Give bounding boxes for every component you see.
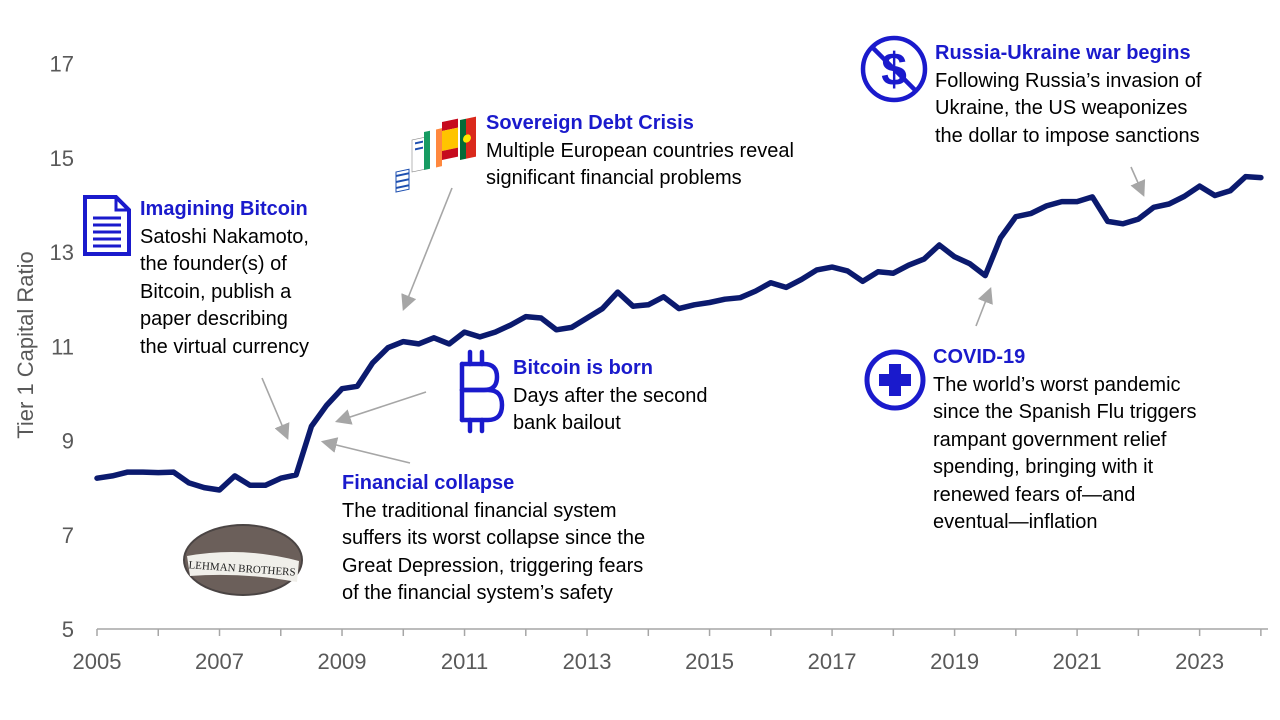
annotation-line: Days after the second <box>513 384 708 407</box>
medical-cross-icon <box>864 349 926 411</box>
x-tick-label: 2015 <box>685 649 734 674</box>
annotation-line: suffers its worst collapse since the <box>342 527 646 549</box>
annotation-arrows <box>261 166 1146 464</box>
annotation-line: bank bailout <box>513 412 621 434</box>
x-tick-label: 2021 <box>1053 649 1102 674</box>
arrow-financial-collapse <box>320 437 411 464</box>
y-tick-label: 17 <box>50 52 74 77</box>
annotation-line: Bitcoin, publish a <box>140 280 292 303</box>
annotation-imagining-bitcoin: Imagining Bitcoin Satoshi Nakamoto, the … <box>140 196 309 361</box>
annotation-title: Russia-Ukraine war begins <box>935 42 1191 64</box>
annotation-line: spending, bringing with it <box>933 456 1154 478</box>
y-tick-label: 7 <box>62 523 74 548</box>
annotation-title: Sovereign Debt Crisis <box>486 112 694 134</box>
annotation-line: Ukraine, the US weaponizes <box>935 97 1188 119</box>
european-flags-icon <box>395 116 476 193</box>
annotation-bitcoin-born: Bitcoin is born Days after the second ba… <box>513 355 708 438</box>
annotation-line: of the financial system’s safety <box>342 582 613 604</box>
y-tick-label: 9 <box>62 429 74 454</box>
annotation-financial-collapse: Financial collapse The traditional finan… <box>342 470 645 608</box>
annotation-title: COVID-19 <box>933 346 1026 368</box>
annotation-line: since the Spanish Flu triggers <box>933 401 1197 423</box>
lehman-brothers-photo: LEHMAN BROTHERS <box>183 524 303 596</box>
annotation-line: Multiple European countries reveal <box>486 139 794 162</box>
bitcoin-icon <box>459 349 505 434</box>
annotation-line: eventual—inflation <box>933 511 1098 533</box>
x-tick-label: 2019 <box>930 649 979 674</box>
annotation-line: Great Depression, triggering fears <box>342 554 644 577</box>
x-tick-label: 2023 <box>1175 649 1224 674</box>
y-tick-label: 15 <box>50 146 74 171</box>
y-axis-label: Tier 1 Capital Ratio <box>13 251 38 438</box>
arrow-covid <box>975 287 993 327</box>
y-tick-label: 11 <box>51 334 74 359</box>
series-line-tier1-capital-ratio <box>94 173 1264 493</box>
x-tick-label: 2005 <box>73 649 122 674</box>
annotation-line: paper describing <box>140 308 288 330</box>
x-tick-label: 2013 <box>563 649 612 674</box>
x-axis: 2005 2007 2009 2011 2013 2015 2017 2019 2021 2023 <box>73 628 1268 674</box>
annotation-line: The traditional financial system <box>342 499 617 522</box>
y-tick-label: 5 <box>62 617 74 642</box>
y-tick-label: 13 <box>50 240 74 265</box>
annotation-line: The world’s worst pandemic <box>933 373 1181 396</box>
document-icon <box>83 195 131 256</box>
annotation-line: Satoshi Nakamoto, <box>140 225 309 248</box>
annotation-line: rampant government relief <box>933 428 1167 451</box>
annotation-covid: COVID-19 The world’s worst pandemic sinc… <box>933 344 1196 537</box>
no-dollar-icon: $ <box>860 35 928 103</box>
annotation-sovereign-debt: Sovereign Debt Crisis Multiple European … <box>486 110 794 193</box>
annotation-line: renewed fears of—and <box>933 483 1136 506</box>
annotation-title: Bitcoin is born <box>513 357 653 379</box>
arrow-imagining-bitcoin <box>261 377 290 440</box>
x-tick-label: 2011 <box>441 649 488 674</box>
arrow-sovereign-debt <box>401 187 453 311</box>
annotation-line: Following Russia’s invasion of <box>935 69 1202 92</box>
annotation-line: the virtual currency <box>140 335 309 358</box>
annotation-title: Imagining Bitcoin <box>140 198 308 220</box>
annotation-line: the dollar to impose sanctions <box>935 124 1200 147</box>
svg-text:$: $ <box>881 43 907 95</box>
x-tick-label: 2007 <box>195 649 244 674</box>
annotation-line: significant financial problems <box>486 167 742 189</box>
x-tick-label: 2017 <box>808 649 857 674</box>
annotation-russia-ukraine: Russia-Ukraine war begins Following Russ… <box>935 40 1201 150</box>
annotation-line: the founder(s) of <box>140 253 287 275</box>
arrow-bitcoin-born <box>334 391 427 425</box>
y-ticks: 5 7 9 11 13 15 17 <box>50 52 74 642</box>
arrow-russia-ukraine <box>1130 166 1146 197</box>
annotation-title: Financial collapse <box>342 472 515 494</box>
x-tick-label: 2009 <box>318 649 367 674</box>
